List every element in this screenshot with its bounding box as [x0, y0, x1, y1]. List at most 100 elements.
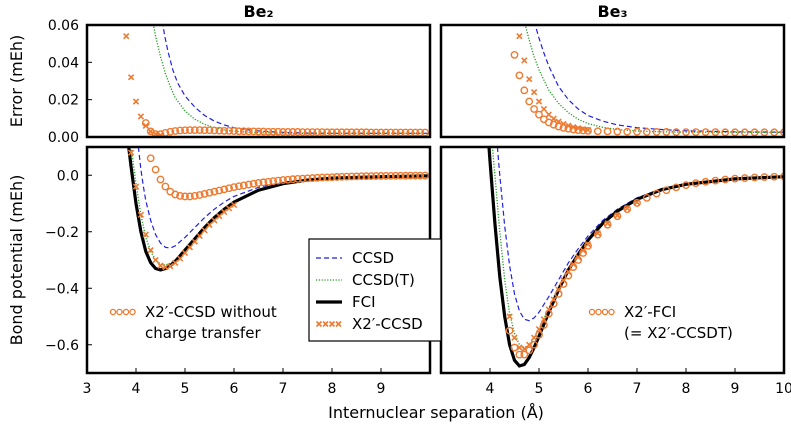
be2-bond-x2-ccsd-without-charge-transfer-point [328, 173, 336, 182]
be2-error-x2-ccsd-without-charge-transfer-point [357, 128, 366, 137]
be2-bond-x2-ccsd-without-charge-transfer-point [230, 183, 238, 192]
be2-error-ytick-label: 0.06 [48, 18, 79, 34]
be2-bond-x2-ccsd-without-charge-transfer-point [190, 191, 199, 200]
be2-note: X2′-CCSD without charge transfer [109, 303, 277, 342]
be2-bond-x2-ccsd-without-charge-transfer-point [146, 154, 155, 163]
be2-bond-x2-ccsd-point [191, 238, 198, 245]
be3-error-title: Be₃ [597, 2, 627, 21]
be3-bond-x2-fci-x2-ccsdt-point [721, 175, 730, 184]
be2-error-x2-ccsd-without-charge-transfer-point [298, 128, 307, 137]
be3-bond-xtick-label: 5 [535, 381, 544, 397]
be2-bond-ytick-label: −0.4 [45, 281, 79, 297]
be3-error-x2-ccsd-point [584, 126, 592, 134]
legend-x2-ccsd-label: X2′-CCSD [352, 315, 423, 333]
be2-bond-x2-ccsd-without-charge-transfer-point [234, 182, 243, 191]
be2-error-x2-ccsd-without-charge-transfer-point [421, 128, 429, 137]
be3-note: X2′-FCI (= X2′-CCSDT) [588, 303, 733, 342]
be2-error-x2-ccsd-without-charge-transfer-point [234, 127, 243, 136]
be3-error-x2-fci-x2-ccsdt-point [760, 128, 769, 137]
be3-error-x2-ccsd-point [521, 57, 528, 64]
be3-error-x2-fci-x2-ccsdt-point [740, 128, 749, 137]
be3-error-x2-ccsd-point [535, 98, 543, 105]
be3-error-x2-fci-x2-ccsdt-point [672, 128, 681, 137]
be3-note-line-2: (= X2′-CCSDT) [624, 324, 733, 342]
legend-x2-ccsd-marker [315, 320, 323, 328]
be3-bond-x2-ccsd-point [516, 344, 523, 351]
be2-note-line-1: X2′-CCSD without [145, 303, 277, 321]
be2-error-x2-ccsd-point [137, 113, 145, 120]
be2-error-x2-ccsd-without-charge-transfer-point [377, 128, 385, 137]
be3-bond-x2-fci-x2-ccsdt-point [770, 172, 779, 181]
be2-bond-x2-ccsd-point [225, 205, 233, 212]
be2-bond-x2-ccsd-without-charge-transfer-point [372, 172, 380, 180]
be2-bond-x2-ccsd-without-charge-transfer-point [239, 181, 248, 190]
be2-bond-x2-ccsd-point [201, 227, 208, 234]
be3-bond-x2-fci-x2-ccsdt-point [593, 230, 602, 239]
legend-x2-ccsd-marker [328, 320, 336, 328]
be2-bond-x2-ccsd-without-charge-transfer-point [259, 178, 268, 187]
be3-bond-xtick-label: 9 [731, 381, 740, 397]
be2-error-x2-ccsd-without-charge-transfer-point [308, 128, 317, 137]
be3-error-x2-ccsd-point [575, 125, 582, 132]
be2-note-line-2: charge transfer [145, 324, 261, 342]
be3-bond-x2-ccsd-point [526, 341, 533, 348]
be3-bond-xtick-label: 6 [584, 381, 593, 397]
be2-note-marker [122, 308, 130, 316]
be3-bond-x2-fci-x2-ccsdt-point [505, 326, 514, 335]
be2-bond-x2-ccsd-without-charge-transfer-point [352, 172, 361, 181]
be3-bond-x2-ccsd-point [540, 316, 548, 323]
be3-error-x2-fci-x2-ccsdt-point [530, 105, 538, 113]
be2-error-x2-ccsd-without-charge-transfer-point [381, 128, 390, 137]
be2-bond-x2-ccsd-without-charge-transfer-point [367, 172, 376, 180]
be2-error-ytick-label: 0.00 [48, 130, 79, 146]
be2-bond-x2-ccsd-without-charge-transfer-point [357, 172, 366, 181]
be2-bond-ytick-label: −0.2 [45, 225, 79, 241]
be3-bond-x2-fci-x2-ccsdt-point [711, 176, 720, 185]
be2-error-x2-ccsd-without-charge-transfer-point [259, 127, 268, 136]
x-axis-label: Internuclear separation (Å) [328, 403, 544, 422]
be2-bond-panel: 0.0 −0.2 −0.4 −0.6 3 4 5 6 7 8 9 Bond potential (mE… [7, 145, 432, 397]
be3-error-ccsd-line [534, 25, 784, 133]
be3-bond-xtick-label: 7 [633, 381, 642, 397]
be3-error-x2-fci-x2-ccsdt-point [623, 127, 632, 136]
be3-error-x2-fci-x2-ccsdt-point [593, 127, 602, 136]
be2-error-x2-ccsd-point [123, 33, 130, 40]
be3-error-frame [439, 23, 786, 139]
be2-bond-x2-ccsd-without-charge-transfer-point [391, 171, 400, 180]
be2-error-x2-ccsd-without-charge-transfer-point [391, 128, 400, 137]
be2-bond-x2-ccsd-without-charge-transfer-point [293, 175, 302, 183]
be2-bond-x2-ccsd-without-charge-transfer-point [249, 179, 258, 188]
be3-error-x2-ccsd-point [530, 89, 538, 96]
be2-error-x2-ccsd-point [147, 128, 154, 135]
be3-bond-xtick-label: 4 [486, 381, 495, 397]
be2-bond-x2-ccsd-without-charge-transfer-point [411, 171, 420, 180]
be3-bond-x2-fci-x2-ccsdt-point [603, 220, 612, 229]
be3-bond-x2-fci-x2-ccsdt-point [691, 179, 700, 188]
be3-error-x2-fci-x2-ccsdt-point [731, 128, 739, 137]
be3-error-x2-fci-x2-ccsdt-point [691, 128, 700, 137]
be2-bond-x2-ccsd-without-charge-transfer-point [161, 182, 170, 191]
be2-error-x2-ccsd-without-charge-transfer-point [244, 127, 253, 136]
be3-error-x2-fci-x2-ccsdt-point [642, 128, 651, 136]
be2-bond-x2-ccsd-without-charge-transfer-point [151, 165, 160, 174]
be2-error-x2-ccsd-without-charge-transfer-point [283, 128, 292, 136]
be3-bond-fci-line [487, 147, 784, 368]
be2-bond-x2-ccsd-without-charge-transfer-point [200, 189, 209, 198]
be3-bond-x2-fci-x2-ccsdt-point [540, 321, 548, 329]
be2-error-plot-area [123, 25, 430, 137]
be3-note-marker [588, 308, 596, 316]
be3-error-ccsd-t-line [524, 25, 784, 133]
be3-bond-x2-fci-x2-ccsdt-point [510, 343, 519, 352]
be2-bond-x2-ccsd-without-charge-transfer-point [342, 172, 351, 181]
be3-error-x2-fci-x2-ccsdt-point [721, 128, 730, 137]
be2-bond-x2-ccsd-point [142, 231, 149, 238]
be3-error-x2-fci-x2-ccsdt-point [682, 128, 690, 137]
be3-error-x2-fci-x2-ccsdt-point [662, 128, 671, 136]
be2-error-x2-ccsd-without-charge-transfer-point [190, 126, 199, 134]
be3-bond-x2-fci-x2-ccsdt-point [750, 173, 759, 182]
be2-error-x2-ccsd-without-charge-transfer-point [205, 126, 214, 135]
be2-bond-x2-ccsd-without-charge-transfer-point [215, 186, 224, 195]
be2-error-x2-ccsd-without-charge-transfer-point [166, 127, 175, 136]
be3-bond-x2-fci-x2-ccsdt-point [701, 177, 710, 186]
be2-bond-x2-ccsd-without-charge-transfer-point [406, 171, 415, 180]
